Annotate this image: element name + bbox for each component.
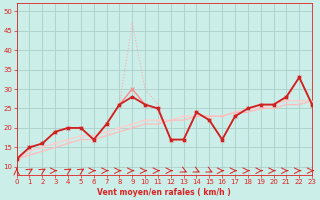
X-axis label: Vent moyen/en rafales ( km/h ): Vent moyen/en rafales ( km/h )	[98, 188, 231, 197]
